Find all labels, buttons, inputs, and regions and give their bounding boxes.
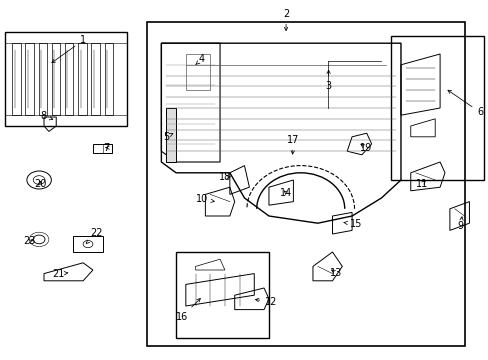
Text: 14: 14 xyxy=(279,188,292,198)
Bar xyxy=(104,43,113,115)
Bar xyxy=(390,36,483,180)
Text: 13: 13 xyxy=(329,268,342,278)
Text: 9: 9 xyxy=(457,217,463,231)
Bar xyxy=(65,43,73,115)
Text: 4: 4 xyxy=(195,54,204,65)
Text: 6: 6 xyxy=(447,90,482,117)
Text: 20: 20 xyxy=(34,179,46,189)
Text: 18: 18 xyxy=(218,172,231,182)
Text: 12: 12 xyxy=(255,297,277,307)
Text: 7: 7 xyxy=(103,143,109,153)
Text: 21: 21 xyxy=(52,269,68,279)
Text: 23: 23 xyxy=(23,236,36,246)
Text: 2: 2 xyxy=(283,9,288,31)
Bar xyxy=(12,43,20,115)
Bar xyxy=(39,43,47,115)
Bar xyxy=(176,252,268,338)
Text: 17: 17 xyxy=(286,135,299,154)
Text: 3: 3 xyxy=(325,70,331,91)
Text: 15: 15 xyxy=(343,219,362,229)
Text: 10: 10 xyxy=(195,194,214,204)
Text: 5: 5 xyxy=(163,132,172,142)
Bar xyxy=(78,43,86,115)
Bar xyxy=(25,43,34,115)
Text: 8: 8 xyxy=(40,111,53,121)
Bar xyxy=(146,22,464,346)
Text: 22: 22 xyxy=(86,228,103,243)
Text: 16: 16 xyxy=(175,298,200,322)
Bar xyxy=(52,43,60,115)
Text: 11: 11 xyxy=(415,179,428,189)
Polygon shape xyxy=(166,108,176,162)
Text: 19: 19 xyxy=(359,143,371,153)
Bar xyxy=(5,32,127,126)
Bar xyxy=(91,43,100,115)
Bar xyxy=(93,144,112,153)
Text: 1: 1 xyxy=(52,35,86,63)
